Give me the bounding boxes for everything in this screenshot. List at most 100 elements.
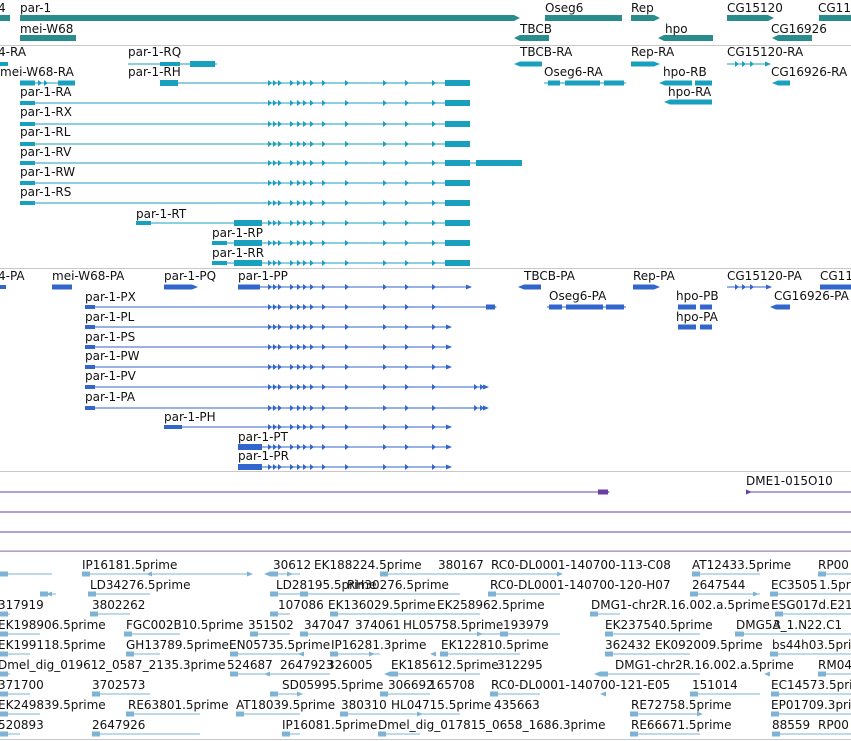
- est-label-rp00[interactable]: RP00: [818, 558, 849, 572]
- exon-block[interactable]: [234, 260, 262, 266]
- est-block[interactable]: [590, 611, 598, 617]
- est-label-ip16181-5prime[interactable]: IP16181.5prime: [82, 558, 178, 572]
- exon-tick[interactable]: [273, 364, 277, 370]
- exon-tick[interactable]: [303, 121, 307, 127]
- exon-tick[interactable]: [278, 160, 282, 166]
- genes-label-oseg6[interactable]: Oseg6: [545, 1, 584, 15]
- exon-tick[interactable]: [290, 284, 294, 290]
- transcripts-label-par-1-rr[interactable]: par-1-RR: [212, 246, 265, 260]
- exon-tick[interactable]: [310, 141, 314, 147]
- exon-tick[interactable]: [44, 80, 48, 86]
- exon-tick[interactable]: [268, 240, 272, 246]
- exon-tick[interactable]: [290, 444, 294, 450]
- exon-tick[interactable]: [405, 364, 409, 370]
- exon-tick[interactable]: [432, 220, 436, 226]
- proteins-label-par-1-pv[interactable]: par-1-PV: [85, 369, 136, 383]
- exon-tick[interactable]: [290, 260, 294, 266]
- exon-tick[interactable]: [405, 141, 409, 147]
- exon-block[interactable]: [85, 305, 95, 309]
- est-block[interactable]: [818, 571, 826, 577]
- exon-tick[interactable]: [310, 220, 314, 226]
- proteins-label-hpo-pb[interactable]: hpo-PB: [676, 289, 719, 303]
- exon-tick[interactable]: [268, 260, 272, 266]
- exon-tick[interactable]: [345, 260, 349, 266]
- exon-tick[interactable]: [38, 80, 42, 86]
- exon-tick[interactable]: [322, 180, 326, 186]
- exon-tick[interactable]: [322, 260, 326, 266]
- est-label-ek199118-5prime[interactable]: EK199118.5prime: [0, 638, 106, 652]
- exon-tick[interactable]: [345, 304, 349, 310]
- exon-tick[interactable]: [345, 405, 349, 411]
- exon-tick[interactable]: [383, 384, 387, 390]
- est-label-hl05758-5prime[interactable]: HL05758.5prime: [403, 618, 504, 632]
- exon-tick[interactable]: [268, 405, 272, 411]
- exon-tick[interactable]: [273, 464, 277, 470]
- exon-tick[interactable]: [290, 324, 294, 330]
- gene-mei-w68[interactable]: [20, 35, 76, 41]
- genes-label-mei-w68[interactable]: mei-W68: [20, 22, 74, 36]
- exon-tick[interactable]: [480, 405, 484, 411]
- exon-tick[interactable]: [278, 220, 282, 226]
- exon-tick[interactable]: [345, 284, 349, 290]
- exon-tick[interactable]: [297, 141, 301, 147]
- exon-tick[interactable]: [297, 384, 301, 390]
- transcripts-label-par-1-rw[interactable]: par-1-RW: [20, 165, 76, 179]
- est-label-gh13789-5prime[interactable]: GH13789.5prime: [126, 638, 229, 652]
- exon-tick[interactable]: [432, 240, 436, 246]
- exon-tick[interactable]: [345, 121, 349, 127]
- exon-tick[interactable]: [278, 424, 282, 430]
- exon-tick[interactable]: [290, 424, 294, 430]
- gene-cg16926[interactable]: [778, 35, 812, 41]
- exon-block[interactable]: [445, 160, 470, 166]
- est-label-rp00[interactable]: RP00: [818, 718, 849, 732]
- exon-tick[interactable]: [273, 121, 277, 127]
- est-label-dmg1-chr2r-16-002-a-5prime[interactable]: DMG1-chr2R.16.002.a.5prime: [591, 598, 770, 612]
- transcripts-label-par-1-rp[interactable]: par-1-RP: [212, 226, 264, 240]
- exon-tick[interactable]: [303, 200, 307, 206]
- transcripts-label-par-1-rv[interactable]: par-1-RV: [20, 145, 72, 159]
- exon-tick[interactable]: [322, 220, 326, 226]
- exon-tick[interactable]: [310, 304, 314, 310]
- exon-tick[interactable]: [268, 220, 272, 226]
- est-label-rc0-dl0001-140700-113-c08[interactable]: RC0-DL0001-140700-113-C08: [491, 558, 671, 572]
- exon-tick[interactable]: [310, 121, 314, 127]
- est-label-2647923[interactable]: 2647923: [280, 658, 334, 672]
- exon-tick[interactable]: [383, 260, 387, 266]
- exon-tick[interactable]: [297, 260, 301, 266]
- exon-tick[interactable]: [290, 121, 294, 127]
- gene-hpo[interactable]: [664, 35, 713, 41]
- exon-tick[interactable]: [405, 260, 409, 266]
- exon-tick[interactable]: [297, 121, 301, 127]
- proteins-label-par-1-pp[interactable]: par-1-PP: [238, 269, 288, 283]
- exon-tick[interactable]: [273, 160, 277, 166]
- exon-tick[interactable]: [405, 424, 409, 430]
- est-block[interactable]: [605, 651, 613, 657]
- exon-tick[interactable]: [278, 180, 282, 186]
- proteins-label-par-1-pl[interactable]: par-1-PL: [85, 310, 135, 324]
- exon-tick[interactable]: [273, 284, 277, 290]
- exon-block[interactable]: [445, 121, 470, 127]
- exon-tick[interactable]: [383, 80, 387, 86]
- exon-tick[interactable]: [297, 100, 301, 106]
- exon-tick[interactable]: [303, 304, 307, 310]
- exon-tick[interactable]: [345, 324, 349, 330]
- est-block[interactable]: [92, 731, 100, 737]
- exon-tick[interactable]: [322, 405, 326, 411]
- exon-tick[interactable]: [310, 260, 314, 266]
- exon-tick[interactable]: [322, 80, 326, 86]
- exon-tick[interactable]: [345, 180, 349, 186]
- exon-block[interactable]: [85, 325, 95, 329]
- est-block[interactable]: [282, 731, 290, 737]
- est-block[interactable]: [770, 651, 778, 657]
- exon-tick[interactable]: [273, 304, 277, 310]
- gene-rep[interactable]: [631, 15, 654, 21]
- exon-tick[interactable]: [735, 284, 739, 290]
- exon-tick[interactable]: [273, 240, 277, 246]
- exon-tick[interactable]: [290, 464, 294, 470]
- exon-tick[interactable]: [383, 424, 387, 430]
- est-block[interactable]: [0, 671, 8, 677]
- exon-tick[interactable]: [290, 141, 294, 147]
- exon-tick[interactable]: [432, 100, 436, 106]
- exon-tick[interactable]: [310, 344, 314, 350]
- est-block[interactable]: [770, 591, 778, 597]
